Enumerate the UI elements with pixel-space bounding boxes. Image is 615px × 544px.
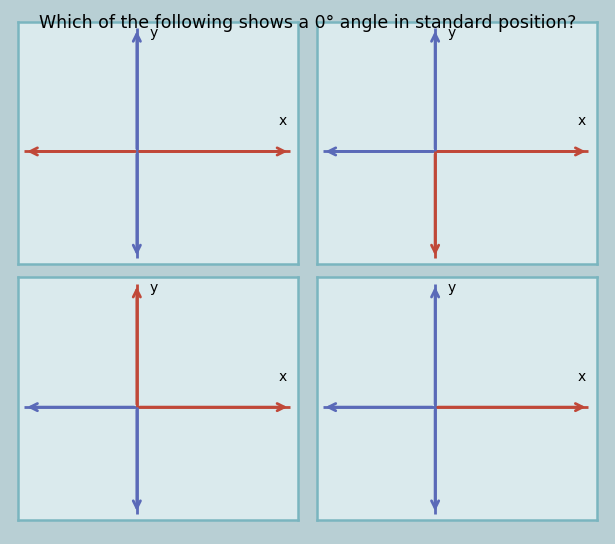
Text: x: x [279, 370, 287, 384]
Text: x: x [577, 370, 585, 384]
Text: y: y [149, 26, 158, 40]
Text: y: y [448, 26, 456, 40]
Text: y: y [448, 281, 456, 295]
Text: x: x [577, 114, 585, 128]
Text: Which of the following shows a 0° angle in standard position?: Which of the following shows a 0° angle … [39, 14, 576, 32]
Text: y: y [149, 281, 158, 295]
Text: x: x [279, 114, 287, 128]
